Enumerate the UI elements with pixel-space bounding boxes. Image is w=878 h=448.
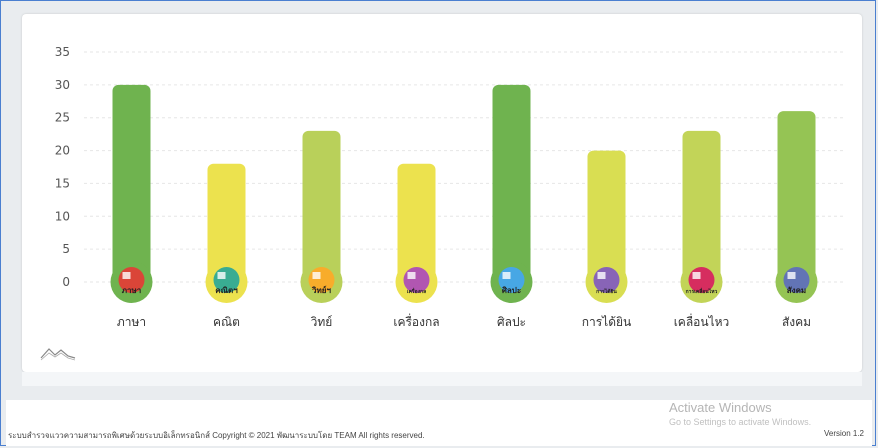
bar <box>207 163 246 284</box>
x-tick-label: การได้ยิน <box>582 315 632 329</box>
y-tick-label: 20 <box>55 144 70 158</box>
bar-icon-detail <box>312 272 321 279</box>
bar <box>492 84 531 284</box>
y-tick-label: 35 <box>55 45 70 59</box>
bar-icon-label: วิทย์ฯ <box>312 285 332 295</box>
bar-icon-detail <box>122 272 131 279</box>
y-tick-label: 5 <box>62 242 70 256</box>
y-tick-label: 25 <box>55 111 70 125</box>
card-shadow <box>22 372 862 386</box>
x-tick-label: คณิต <box>213 315 240 329</box>
bar-icon-label: ศิลปะ <box>502 286 521 295</box>
version-label: Version 1.2 <box>823 429 864 438</box>
bar-icon-detail <box>217 272 226 279</box>
bar <box>682 130 721 284</box>
y-tick-label: 10 <box>55 209 70 223</box>
bar-icon-label: คณิตฯ <box>215 286 238 295</box>
bar <box>587 150 626 284</box>
bar-icon-detail <box>692 272 701 279</box>
y-tick-label: 15 <box>55 176 70 190</box>
bar-chart: 05101520253035ภาษาภาษาคณิตฯคณิตวิทย์ฯวิท… <box>55 45 844 329</box>
bar-icon-detail <box>407 272 416 279</box>
x-tick-label: เครื่องกล <box>393 313 439 329</box>
y-tick-label: 0 <box>62 275 70 289</box>
bar-icon-detail <box>597 272 606 279</box>
x-tick-label: เคลื่อนไหว <box>674 313 730 329</box>
activate-windows-subtitle: Go to Settings to activate Windows. <box>669 417 812 427</box>
activate-windows-title: Activate Windows <box>669 400 772 415</box>
bar-icon-detail <box>787 272 796 279</box>
x-tick-label: ศิลปะ <box>497 315 526 329</box>
bar-icon-label: สังคม <box>787 286 806 295</box>
footer: ระบบสำรวจแววความสามารถพิเศษด้วยระบบอิเล็… <box>6 400 872 446</box>
bar-icon-detail <box>502 272 511 279</box>
bar <box>112 84 151 284</box>
bar-icon-label: เครื่องกล <box>407 287 426 295</box>
bar-icon-label: ภาษา <box>122 286 142 295</box>
x-tick-label: สังคม <box>782 315 811 329</box>
bar <box>397 163 436 284</box>
bar-icon-label: การเคลื่อนไหว <box>686 287 718 295</box>
x-tick-label: วิทย์ <box>310 315 332 329</box>
trend-line-icon[interactable] <box>40 344 76 362</box>
x-tick-label: ภาษา <box>117 315 146 329</box>
chart-card: 0 5 10 15 20 25 30 35 ภาษา ภาษา คณิตฯ คณิต วิทย์ฯ วิท… <box>22 14 862 372</box>
bar-icon-label: การได้ยิน <box>596 288 617 295</box>
bar <box>302 130 341 284</box>
y-tick-label: 30 <box>55 78 70 92</box>
bar <box>777 111 816 285</box>
copyright-text: ระบบสำรวจแววความสามารถพิเศษด้วยระบบอิเล็… <box>8 431 425 440</box>
